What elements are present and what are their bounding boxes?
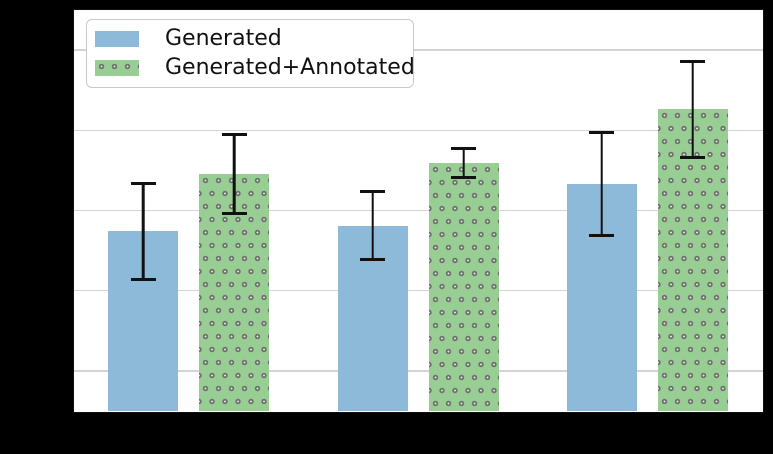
errorbar-generated-3	[589, 131, 615, 237]
errorbar-generated-annotated-2	[451, 147, 476, 180]
bar-generated-annotated-2	[428, 163, 499, 411]
gridline	[74, 129, 763, 132]
errorbar-generated-2	[360, 190, 385, 261]
gridline	[74, 289, 763, 292]
bar-generated-annotated-3	[657, 109, 728, 411]
legend-item-generated: Generated	[87, 25, 413, 54]
errorbar-generated-1	[130, 181, 156, 282]
legend-label-generated: Generated	[165, 26, 282, 51]
gridline	[74, 209, 763, 212]
legend-item-generated-annotated: Generated+Annotated	[87, 54, 415, 83]
legend-swatch-generated-annotated	[95, 60, 139, 76]
errorbar-generated-annotated-1	[221, 132, 247, 215]
errorbar-generated-annotated-3	[680, 59, 706, 160]
legend: Generated Generated+Annotated	[86, 19, 415, 88]
legend-label-generated-annotated: Generated+Annotated	[165, 55, 415, 80]
gridline	[74, 49, 763, 51]
plot-area: Generated Generated+Annotated	[73, 9, 764, 413]
gridline	[74, 370, 763, 372]
legend-swatch-generated	[95, 31, 139, 47]
